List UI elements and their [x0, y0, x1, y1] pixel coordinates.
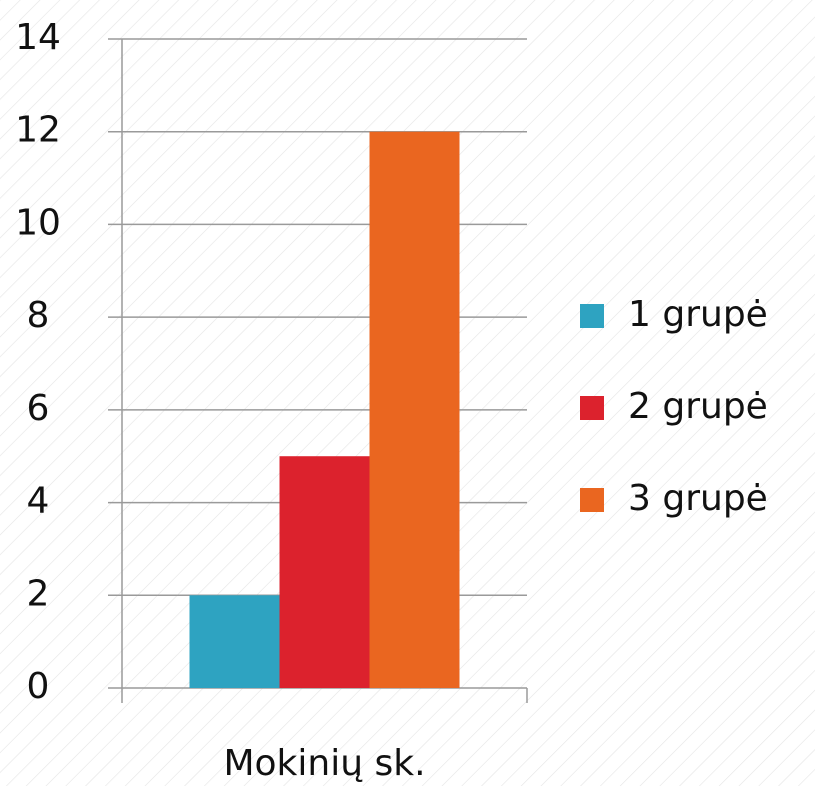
y-tick-label: 2 [27, 573, 50, 614]
bar [279, 456, 370, 688]
legend-swatch [580, 396, 604, 420]
y-tick-label: 0 [27, 666, 50, 707]
y-tick-label: 12 [15, 110, 61, 151]
y-tick-label: 6 [27, 388, 50, 429]
legend-swatch [580, 304, 604, 328]
legend-label: 3 grupė [628, 478, 768, 519]
bar [369, 131, 460, 688]
x-tick-label: Mokinių sk. [223, 743, 425, 784]
y-tick-label: 14 [15, 17, 61, 58]
y-tick-label: 10 [15, 202, 61, 243]
legend-swatch [580, 488, 604, 512]
y-tick-label: 4 [27, 481, 50, 522]
legend-label: 1 grupė [628, 294, 768, 335]
y-tick-label: 8 [27, 295, 50, 336]
bar [189, 595, 280, 688]
legend-label: 2 grupė [628, 386, 768, 427]
